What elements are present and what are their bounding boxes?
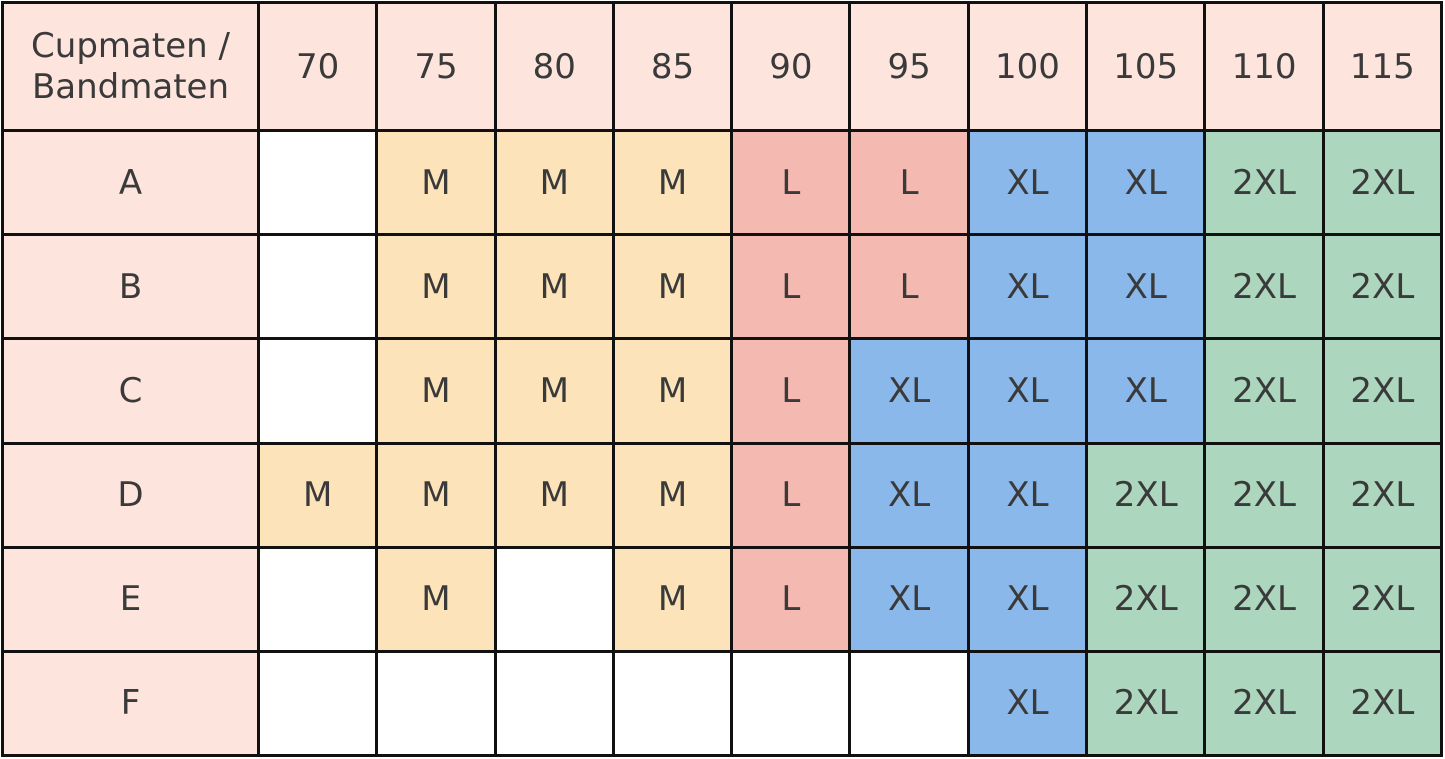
header-row: Cupmaten / Bandmaten 70 75 80 85 90 95 1… xyxy=(1,0,1444,133)
cup-size-header: B xyxy=(1,233,260,341)
size-cell: XL xyxy=(1085,337,1207,445)
size-cell: XL xyxy=(848,545,970,653)
corner-header-line1: Cupmaten / xyxy=(31,25,230,66)
size-cell: L xyxy=(730,337,852,445)
table-row: D M M M M L XL XL 2XL 2XL 2XL xyxy=(1,441,1444,549)
size-cell: 2XL xyxy=(1321,129,1444,237)
band-size-header: 90 xyxy=(730,0,852,133)
size-cell: L xyxy=(730,129,852,237)
size-cell: M xyxy=(493,129,615,237)
corner-header-line2: Bandmaten xyxy=(31,66,230,107)
size-cell: XL xyxy=(966,337,1089,445)
table-row: E M M L XL XL 2XL 2XL 2XL xyxy=(1,545,1444,653)
size-cell: XL xyxy=(848,441,970,549)
size-cell: M xyxy=(611,233,734,341)
size-cell: 2XL xyxy=(1321,649,1444,758)
size-cell: 2XL xyxy=(1203,337,1325,445)
size-cell: M xyxy=(611,129,734,237)
band-size-header: 100 xyxy=(966,0,1089,133)
band-size-header: 115 xyxy=(1321,0,1444,133)
cup-size-header: D xyxy=(1,441,260,549)
size-cell xyxy=(730,649,852,758)
cup-size-header: A xyxy=(1,129,260,237)
size-cell: XL xyxy=(966,441,1089,549)
band-size-header: 80 xyxy=(493,0,615,133)
size-cell: M xyxy=(493,441,615,549)
size-cell: M xyxy=(375,233,497,341)
band-size-header: 85 xyxy=(611,0,734,133)
band-size-header: 75 xyxy=(375,0,497,133)
size-cell: XL xyxy=(966,233,1089,341)
table-row: B M M M L L XL XL 2XL 2XL xyxy=(1,233,1444,341)
size-cell: L xyxy=(848,129,970,237)
size-cell: XL xyxy=(848,337,970,445)
size-cell xyxy=(375,649,497,758)
size-cell xyxy=(256,649,379,758)
size-chart-body: A M M M L L XL XL 2XL 2XL B M M M L L XL XL 2XL 2XL C M M M L XL X… xyxy=(1,129,1444,758)
size-cell: M xyxy=(375,337,497,445)
size-cell: 2XL xyxy=(1203,545,1325,653)
band-size-header: 95 xyxy=(848,0,970,133)
cup-size-header: C xyxy=(1,337,260,445)
size-cell: L xyxy=(848,233,970,341)
size-cell: M xyxy=(611,545,734,653)
size-cell: M xyxy=(611,441,734,549)
table-row: F XL 2XL 2XL 2XL xyxy=(1,649,1444,758)
size-cell: 2XL xyxy=(1203,129,1325,237)
size-cell: M xyxy=(375,129,497,237)
size-cell: 2XL xyxy=(1203,441,1325,549)
size-cell: M xyxy=(375,441,497,549)
size-cell: 2XL xyxy=(1321,441,1444,549)
size-cell: M xyxy=(611,337,734,445)
size-cell xyxy=(256,233,379,341)
corner-header: Cupmaten / Bandmaten xyxy=(1,0,260,133)
size-cell xyxy=(848,649,970,758)
band-size-header: 105 xyxy=(1085,0,1207,133)
size-cell: 2XL xyxy=(1203,233,1325,341)
band-size-header: 110 xyxy=(1203,0,1325,133)
size-cell: M xyxy=(256,441,379,549)
band-size-header: 70 xyxy=(256,0,379,133)
size-cell xyxy=(493,649,615,758)
size-cell: 2XL xyxy=(1321,337,1444,445)
cup-size-header: F xyxy=(1,649,260,758)
size-cell: M xyxy=(493,337,615,445)
size-cell xyxy=(611,649,734,758)
size-cell: L xyxy=(730,441,852,549)
size-cell: 2XL xyxy=(1085,545,1207,653)
size-cell: 2XL xyxy=(1085,649,1207,758)
size-cell xyxy=(256,337,379,445)
size-cell: 2XL xyxy=(1321,545,1444,653)
size-cell: L xyxy=(730,233,852,341)
size-cell: M xyxy=(375,545,497,653)
size-cell: 2XL xyxy=(1203,649,1325,758)
size-cell: XL xyxy=(1085,233,1207,341)
size-cell: M xyxy=(493,233,615,341)
cup-size-header: E xyxy=(1,545,260,653)
size-cell: XL xyxy=(1085,129,1207,237)
size-cell xyxy=(256,129,379,237)
size-cell: XL xyxy=(966,129,1089,237)
size-cell: 2XL xyxy=(1321,233,1444,341)
size-cell: L xyxy=(730,545,852,653)
table-row: A M M M L L XL XL 2XL 2XL xyxy=(1,129,1444,237)
size-cell: 2XL xyxy=(1085,441,1207,549)
size-cell: XL xyxy=(966,545,1089,653)
size-cell xyxy=(256,545,379,653)
size-cell: XL xyxy=(966,649,1089,758)
table-row: C M M M L XL XL XL 2XL 2XL xyxy=(1,337,1444,445)
size-cell xyxy=(493,545,615,653)
